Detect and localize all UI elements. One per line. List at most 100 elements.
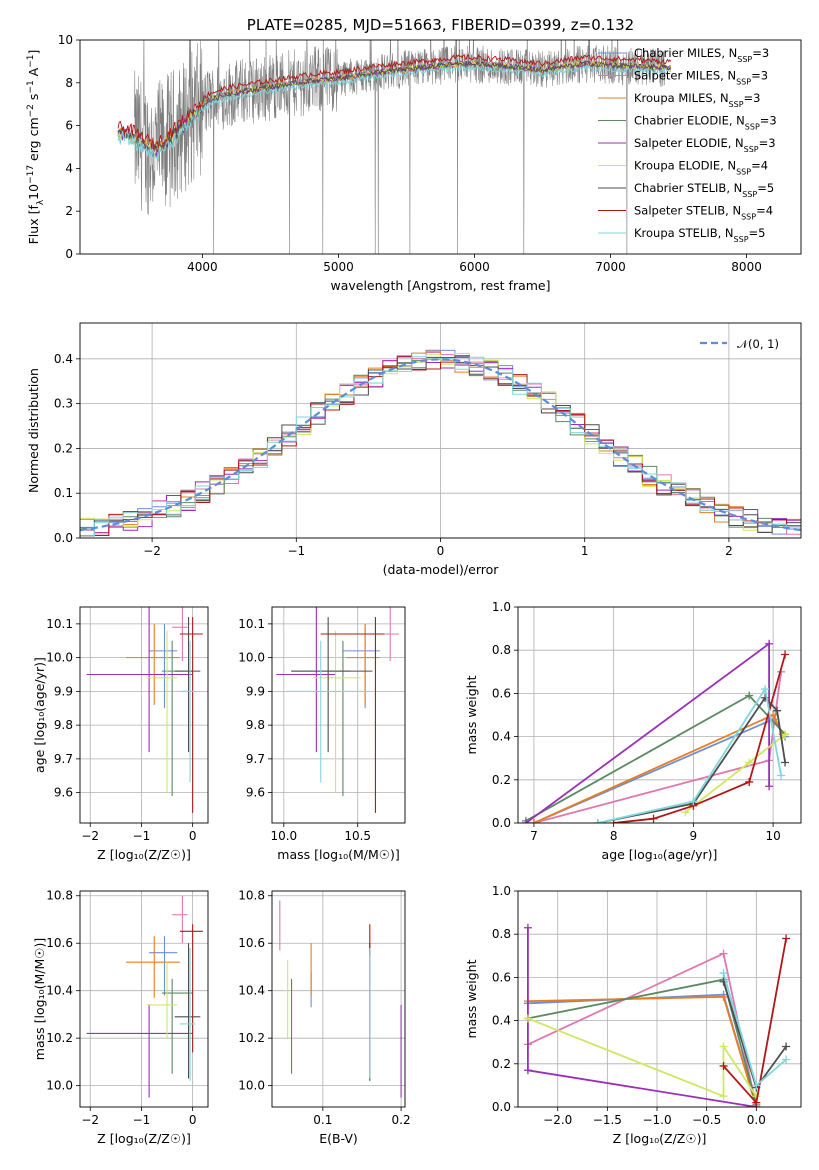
y-tick-label: 10.6	[46, 936, 73, 950]
legend-label: Chabrier ELODIE, NSSP=3	[634, 114, 777, 132]
axes-frame	[517, 890, 802, 1108]
legend-label: Kroupa STELIB, NSSP=5	[634, 226, 765, 244]
legend-label: 𝒩(0, 1)	[737, 337, 779, 351]
x-tick-label: 5000	[323, 260, 354, 274]
weight-marker	[719, 1042, 728, 1051]
x-axis-label: age [log₁₀(age/yr)]	[602, 847, 718, 862]
y-tick-label: 10.0	[238, 1079, 265, 1093]
x-tick-label: −1	[287, 544, 305, 558]
y-tick-label: 0	[65, 247, 73, 261]
y-tick-label: 6	[65, 119, 73, 133]
weight-marker	[719, 992, 728, 1001]
weight-marker	[523, 1014, 532, 1023]
x-tick-label: 0.0	[747, 1113, 766, 1127]
x-tick-label: −1	[133, 1113, 151, 1127]
age-vs-metallicity-panel: −2 −1 0 9.6 9.7 9.8 9.9 10.0 10.1 Z [log₁₀(Z/Z☉)]…	[32, 606, 209, 862]
errorbar-kroupa-miles	[126, 936, 180, 998]
y-tick-label: 0.2	[492, 1057, 511, 1071]
y-tick-label: 10.0	[238, 651, 265, 665]
spectrum-panel: PLATE=0285, MJD=51663, FIBERID=0399, z=0…	[26, 16, 802, 293]
plot-area	[279, 900, 402, 1098]
y-tick-label: 9.6	[54, 786, 73, 800]
weight-marker	[781, 758, 790, 767]
errorbar-salpeter-stelib	[320, 617, 385, 813]
chart-title: PLATE=0285, MJD=51663, FIBERID=0399, z=0…	[247, 16, 634, 34]
y-tick-label: 0.2	[54, 441, 73, 455]
x-tick-label: −2.0	[543, 1113, 572, 1127]
x-tick-label: 0.1	[313, 1113, 332, 1127]
y-tick-label: 10.2	[46, 1031, 73, 1045]
errorbar-chabrier-miles	[342, 623, 380, 709]
y-tick-label: 0.1	[54, 486, 73, 500]
model-spectrum-chabrier-stelib	[117, 60, 671, 157]
errorbar-salpeter-stelib	[179, 924, 203, 1053]
axes-frame	[517, 606, 802, 824]
y-tick-label: 9.6	[246, 786, 265, 800]
y-tick-label: 0.3	[54, 397, 73, 411]
x-tick-label: 4000	[187, 260, 218, 274]
plot-area	[276, 607, 400, 813]
residuals-panel: −2 −1 0 1 2 0.0 0.1 0.2 0.3 0.4 (data-model)/error…	[26, 322, 802, 577]
weight-marker	[719, 1061, 728, 1070]
weight-marker	[773, 706, 782, 715]
weight-marker	[649, 814, 658, 823]
weight-marker	[689, 797, 698, 806]
weight-marker	[745, 691, 754, 700]
histogram-kroupa-stelib	[80, 356, 801, 537]
y-tick-label: 0.6	[492, 970, 511, 984]
y-tick-label: 10.1	[238, 617, 265, 631]
y-tick-label: 10.6	[238, 936, 265, 950]
weight-marker	[609, 819, 618, 823]
errorbar-kroupa-stelib	[286, 640, 370, 783]
weight-line-kroupa-stelib	[597, 686, 782, 823]
x-tick-label: 7000	[595, 260, 626, 274]
axes-frame	[271, 606, 406, 824]
x-tick-label: 0	[189, 829, 197, 843]
legend-label: Salpeter STELIB, NSSP=4	[634, 204, 773, 222]
axes-frame	[79, 890, 209, 1108]
observed-spectrum-line	[134, 40, 666, 254]
x-tick-label: −1	[133, 829, 151, 843]
errorbar-kroupa-elodie	[146, 962, 178, 1039]
weight-marker	[781, 650, 790, 659]
age-vs-mass-panel: 10.0 10.5 9.6 9.7 9.8 9.9 10.0 10.1 mass [log₁₀(…	[238, 606, 406, 862]
weight-marker	[719, 949, 728, 958]
weight-marker	[529, 819, 538, 823]
y-tick-label: 0.6	[492, 686, 511, 700]
axes-frame	[79, 322, 802, 539]
weight-marker	[719, 969, 728, 978]
errorbar-chabrier-stelib	[174, 943, 201, 1079]
weight-vs-age-panel: 7 8 9 10 0.0 0.2 0.4 0.6 0.8 1.0 age [log₁₀(age/yr…	[464, 600, 802, 862]
weight-vs-metallicity-panel: −2.0 −1.5 −1.0 −0.5 0.0 0.0 0.2 0.4 0.6 0.8 1.0 Z […	[464, 884, 802, 1146]
x-tick-label: 10.0	[270, 829, 297, 843]
y-tick-label: 0.0	[54, 531, 73, 545]
errorbar-chabrier-miles	[149, 936, 178, 996]
errorbar-salpeter-elodie	[86, 607, 193, 753]
weight-marker	[752, 1081, 761, 1090]
x-tick-label: 10.5	[344, 829, 371, 843]
weight-line-kroupa-miles	[527, 995, 758, 1107]
x-tick-label: 7	[530, 829, 538, 843]
x-tick-label: 6000	[459, 260, 490, 274]
plot-area	[523, 923, 791, 1107]
y-tick-label: 8	[65, 76, 73, 90]
histogram-salpeter-stelib	[80, 355, 801, 537]
x-tick-label: −1.0	[642, 1113, 671, 1127]
weight-marker	[765, 639, 774, 648]
model-spectrum-kroupa-stelib	[117, 64, 671, 160]
errorbar-kroupa-miles	[345, 623, 380, 705]
x-axis-label: wavelength [Angstrom, rest frame]	[330, 278, 550, 293]
weight-marker	[523, 923, 532, 932]
y-tick-label: 0.2	[492, 773, 511, 787]
x-axis-label: E(B-V)	[319, 1131, 358, 1146]
y-tick-label: 10.8	[46, 889, 73, 903]
axes-frame	[79, 606, 209, 824]
errorbar-salpeter-elodie	[86, 1004, 193, 1098]
mass-vs-ebv-panel: 0.1 0.2 10.0 10.2 10.4 10.6 10.8 E(B-V)	[238, 889, 410, 1146]
y-tick-label: 10.0	[46, 1079, 73, 1093]
weight-line-chabrier-miles	[533, 718, 786, 823]
x-tick-label: 0	[437, 544, 445, 558]
y-tick-label: 0.8	[492, 643, 511, 657]
y-axis-label: Flux [fλ10−17 erg cm−2 s−1 A−1]	[26, 50, 46, 245]
